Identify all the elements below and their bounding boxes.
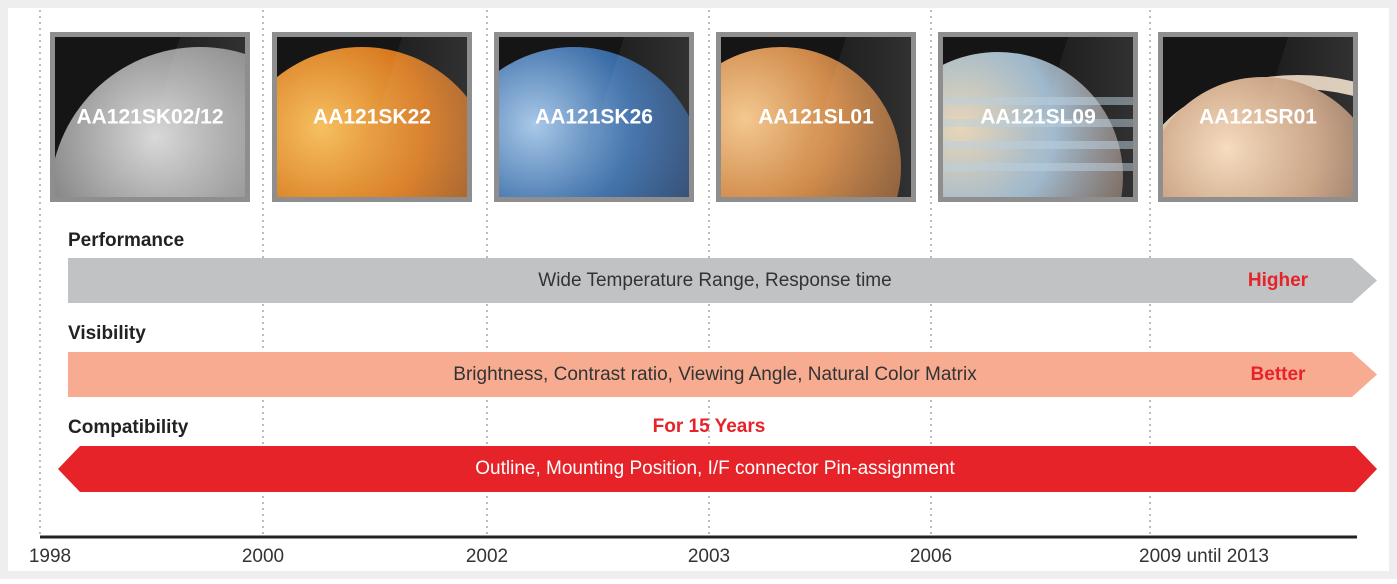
row-label: Performance [68,230,184,251]
row-label: Compatibility [68,417,189,438]
bar-text: Outline, Mounting Position, I/F connecto… [475,458,955,479]
year-label: 1998 [29,546,71,567]
panel-label: AA121SK26 [535,106,653,129]
year-label: 2002 [466,546,508,567]
compatibility-note: For 15 Years [653,416,766,437]
year-label: 2009 until 2013 [1139,546,1269,567]
bar-tag: Higher [1248,270,1309,291]
bar-tag: Better [1251,364,1307,385]
panel-label: AA121SK22 [313,106,431,129]
bar-text: Wide Temperature Range, Response time [538,270,891,291]
bar-text: Brightness, Contrast ratio, Viewing Angl… [453,364,977,385]
panel-label: AA121SL09 [980,106,1096,129]
panel-label: AA121SL01 [758,106,874,129]
year-label: 2006 [910,546,952,567]
panel-label: AA121SR01 [1199,106,1317,129]
panel-label: AA121SK02/12 [76,106,223,129]
infographic: AA121SK02/12 AA121SK22 AA121SK26 AA121SL01 A… [0,0,1397,579]
year-label: 2003 [688,546,730,567]
year-label: 2000 [242,546,284,567]
row-label: Visibility [68,323,146,344]
